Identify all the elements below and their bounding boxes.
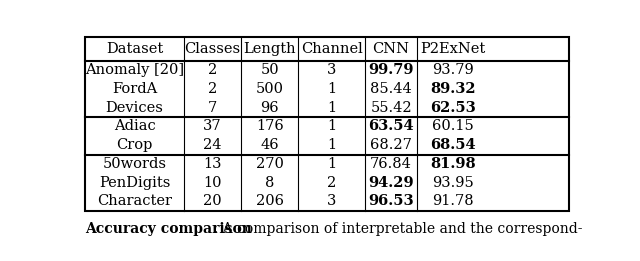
Text: Devices: Devices: [106, 101, 163, 115]
Text: 81.98: 81.98: [430, 157, 476, 171]
Text: Adiac: Adiac: [114, 120, 156, 133]
Text: 89.32: 89.32: [430, 82, 476, 96]
Text: 68.54: 68.54: [430, 138, 476, 152]
Text: 63.54: 63.54: [368, 120, 414, 133]
Text: Crop: Crop: [116, 138, 153, 152]
Text: 270: 270: [256, 157, 284, 171]
Text: 76.84: 76.84: [370, 157, 412, 171]
Text: 7: 7: [208, 101, 217, 115]
Text: 1: 1: [327, 82, 336, 96]
Text: 2: 2: [208, 63, 217, 78]
Text: 99.79: 99.79: [369, 63, 414, 78]
Text: PenDigits: PenDigits: [99, 176, 170, 189]
Text: 96: 96: [260, 101, 279, 115]
Text: 20: 20: [204, 194, 222, 208]
Text: 1: 1: [327, 157, 336, 171]
Text: 60.15: 60.15: [432, 120, 474, 133]
Text: 1: 1: [327, 120, 336, 133]
Text: 91.78: 91.78: [432, 194, 474, 208]
Text: 62.53: 62.53: [430, 101, 476, 115]
Text: 3: 3: [327, 63, 336, 78]
Text: Length: Length: [243, 42, 296, 56]
Text: 24: 24: [204, 138, 222, 152]
Text: 96.53: 96.53: [368, 194, 414, 208]
Text: 1: 1: [327, 101, 336, 115]
Text: 93.79: 93.79: [432, 63, 474, 78]
Text: Channel: Channel: [301, 42, 362, 56]
Text: 10: 10: [204, 176, 222, 189]
Text: CNN: CNN: [372, 42, 410, 56]
Text: P2ExNet: P2ExNet: [420, 42, 486, 56]
Text: 500: 500: [256, 82, 284, 96]
Text: 1: 1: [327, 138, 336, 152]
Text: FordA: FordA: [112, 82, 157, 96]
Text: 93.95: 93.95: [432, 176, 474, 189]
Text: 50: 50: [260, 63, 279, 78]
Text: Dataset: Dataset: [106, 42, 163, 56]
Text: 2: 2: [208, 82, 217, 96]
Text: 50words: 50words: [102, 157, 166, 171]
Text: 68.27: 68.27: [370, 138, 412, 152]
Text: Accuracy comparison: Accuracy comparison: [85, 222, 252, 236]
Text: 55.42: 55.42: [371, 101, 412, 115]
Text: 2: 2: [327, 176, 336, 189]
Text: Anomaly [20]: Anomaly [20]: [85, 63, 184, 78]
Text: 13: 13: [204, 157, 222, 171]
Text: Character: Character: [97, 194, 172, 208]
Text: 176: 176: [256, 120, 284, 133]
Text: Classes: Classes: [184, 42, 241, 56]
Text: 94.29: 94.29: [368, 176, 414, 189]
Text: 206: 206: [256, 194, 284, 208]
Text: 8: 8: [265, 176, 275, 189]
Text: 46: 46: [260, 138, 279, 152]
Text: 3: 3: [327, 194, 336, 208]
Text: 37: 37: [204, 120, 222, 133]
Text: . A comparison of interpretable and the correspond-: . A comparison of interpretable and the …: [214, 222, 583, 236]
Text: 85.44: 85.44: [370, 82, 412, 96]
